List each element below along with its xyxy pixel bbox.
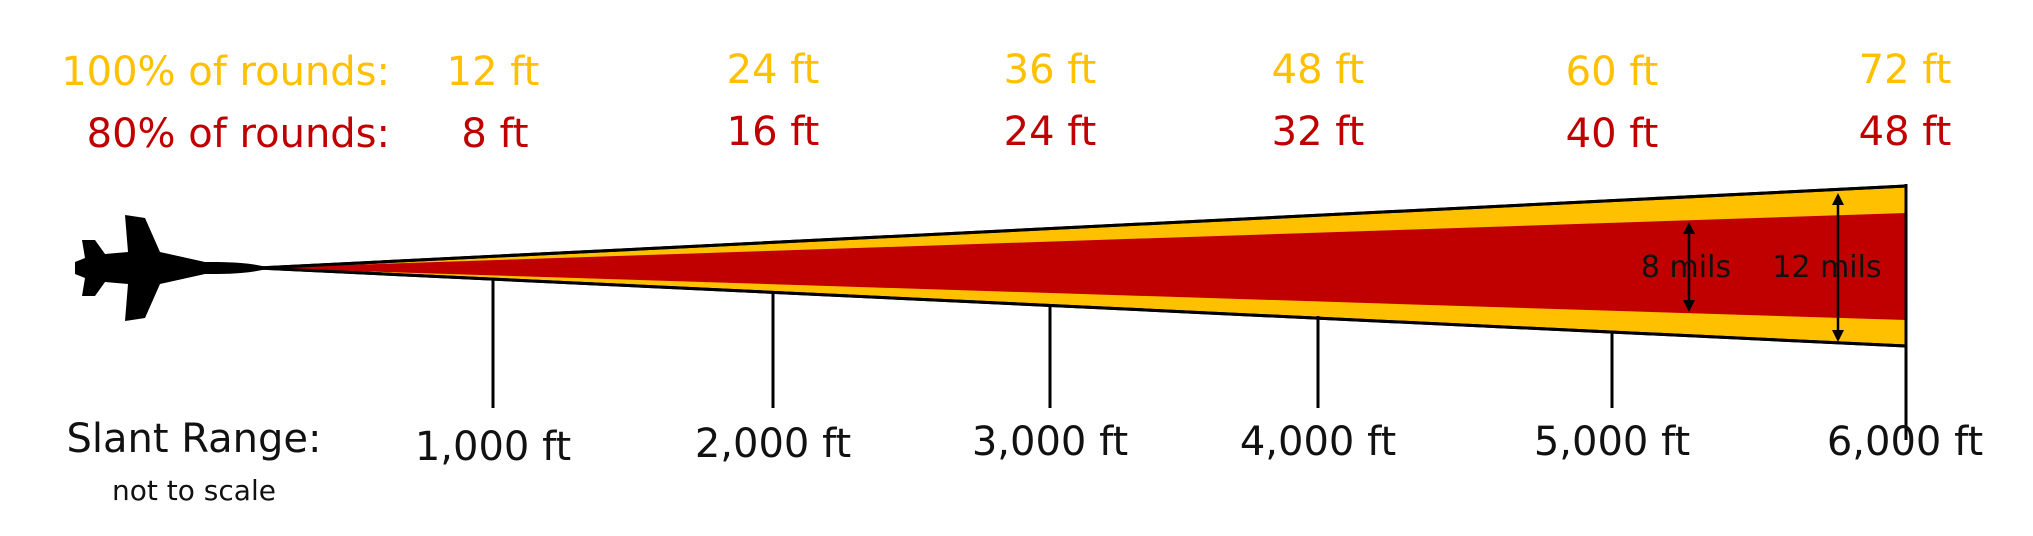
inner-dispersion-cone (258, 213, 1906, 320)
fighter-jet-icon (75, 215, 270, 321)
inner-mils-label: 8 mils (1641, 250, 1731, 285)
range-label-1: 1,000 ft (415, 424, 571, 470)
row-80-value-4: 32 ft (1272, 109, 1365, 155)
row-100-value-2: 24 ft (727, 47, 820, 93)
row-100-value-3: 36 ft (1004, 47, 1097, 93)
inner-mils-arrow (1683, 222, 1695, 312)
row-80-value-1: 8 ft (461, 111, 528, 157)
cone-upper-edge (257, 184, 1907, 270)
outer-mils-label: 12 mils (1772, 250, 1881, 285)
row-100-value-6: 72 ft (1859, 47, 1952, 93)
row-80-value-3: 24 ft (1004, 109, 1097, 155)
range-label-6: 6,000 ft (1827, 419, 1983, 465)
row-100-label: 100% of rounds: (61, 49, 390, 95)
row-80-value-2: 16 ft (727, 109, 820, 155)
slant-range-label: Slant Range: (66, 416, 321, 462)
row-100-value-5: 60 ft (1566, 49, 1659, 95)
range-label-3: 3,000 ft (972, 419, 1128, 465)
range-label-4: 4,000 ft (1240, 419, 1396, 465)
outer-mils-arrow (1832, 193, 1844, 342)
range-label-2: 2,000 ft (695, 421, 851, 467)
not-to-scale-note: not to scale (112, 474, 276, 507)
row-80-value-6: 48 ft (1859, 109, 1952, 155)
row-80-label: 80% of rounds: (87, 111, 390, 157)
cone-lower-edge (257, 266, 1907, 348)
row-80-value-5: 40 ft (1566, 111, 1659, 157)
range-label-5: 5,000 ft (1534, 419, 1690, 465)
row-100-value-4: 48 ft (1272, 47, 1365, 93)
row-100-value-1: 12 ft (447, 49, 540, 95)
